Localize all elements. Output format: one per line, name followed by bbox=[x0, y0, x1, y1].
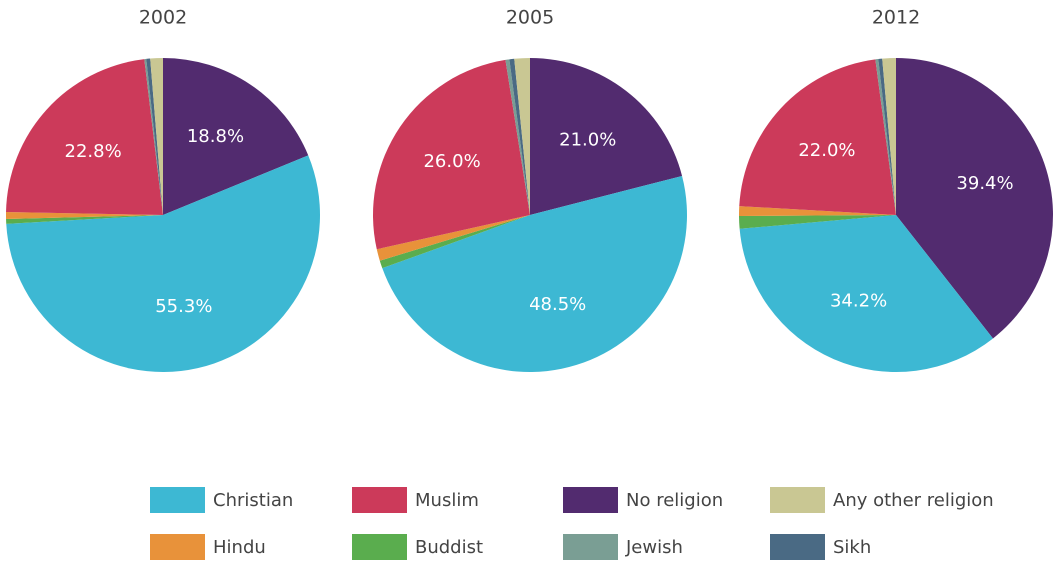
pie-slice bbox=[875, 59, 896, 216]
slice-label: 48.5% bbox=[529, 294, 586, 315]
chart-title: 2012 bbox=[872, 7, 920, 29]
legend-label: Buddist bbox=[415, 537, 483, 558]
legend-swatch bbox=[150, 487, 205, 513]
pie-slice bbox=[514, 58, 530, 215]
legend-label: Christian bbox=[213, 490, 293, 511]
pie-slice bbox=[878, 58, 896, 215]
pie-slice bbox=[739, 206, 896, 216]
pie-slice bbox=[5, 212, 164, 219]
slice-label: 21.0% bbox=[559, 130, 616, 151]
pie-slice bbox=[163, 58, 309, 215]
legend-swatch bbox=[563, 534, 618, 560]
pie-slice bbox=[150, 58, 163, 215]
slice-label: 22.0% bbox=[798, 140, 855, 161]
legend-label: Muslim bbox=[415, 490, 479, 511]
pie-slice bbox=[6, 155, 321, 372]
legend-swatch bbox=[770, 487, 825, 513]
pie-slice bbox=[376, 215, 530, 261]
pie-slice bbox=[530, 58, 683, 215]
legend-label: Sikh bbox=[833, 537, 871, 558]
slice-label: 18.8% bbox=[187, 126, 244, 147]
legend-swatch bbox=[150, 534, 205, 560]
pie-slice bbox=[144, 58, 163, 215]
pie-slice bbox=[896, 58, 1054, 339]
slice-label: 22.8% bbox=[65, 141, 122, 162]
legend-label: Jewish bbox=[625, 537, 683, 558]
pie-slice bbox=[6, 215, 164, 224]
pie-slice bbox=[882, 58, 896, 215]
pie-slice bbox=[379, 215, 530, 269]
legend-swatch bbox=[563, 487, 618, 513]
pie-slice bbox=[382, 175, 688, 373]
slice-label: 34.2% bbox=[830, 290, 887, 311]
legend-label: No religion bbox=[626, 490, 723, 511]
slice-label: 39.4% bbox=[956, 173, 1013, 194]
pie-slice bbox=[739, 215, 896, 229]
legend-label: Any other religion bbox=[833, 490, 994, 511]
legend-label: Hindu bbox=[213, 537, 266, 558]
slice-label: 26.0% bbox=[423, 151, 480, 172]
pie-slice bbox=[505, 59, 530, 215]
chart-title: 2005 bbox=[506, 7, 554, 29]
legend-swatch bbox=[352, 534, 407, 560]
legend-swatch bbox=[352, 487, 407, 513]
chart-title: 2002 bbox=[139, 7, 187, 29]
pie-slice bbox=[146, 58, 163, 215]
slice-label: 55.3% bbox=[155, 296, 212, 317]
pie-slice bbox=[509, 58, 530, 215]
pie-slice bbox=[6, 59, 163, 215]
pie-slice bbox=[373, 59, 530, 250]
legend-swatch bbox=[770, 534, 825, 560]
pie-slice bbox=[739, 215, 994, 373]
pie-slice bbox=[739, 59, 896, 215]
